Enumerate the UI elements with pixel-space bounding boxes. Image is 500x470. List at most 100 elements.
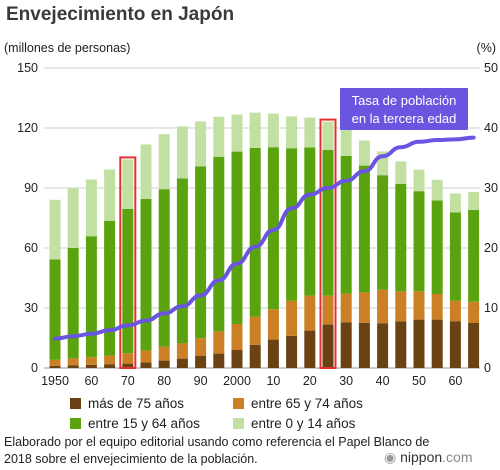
bar-segment-1 (286, 300, 298, 336)
bar-segment-3 (249, 112, 261, 148)
legend-item-0-14: entre 0 y 14 años (233, 416, 355, 431)
legend-item-65-74: entre 65 y 74 años (233, 396, 363, 411)
bar-segment-1 (85, 357, 97, 365)
bar-segment-1 (395, 291, 407, 322)
logo-mark-icon: ◉ (384, 449, 397, 465)
bar-segment-2 (413, 191, 425, 292)
bar-segment-3 (213, 116, 225, 157)
bar-segment-1 (449, 300, 461, 322)
legend-swatch-65-74 (233, 398, 244, 409)
bar-segment-0 (267, 339, 279, 368)
legend-label-0-14: entre 0 y 14 años (251, 416, 356, 431)
bar-segment-2 (304, 147, 316, 296)
bar-segment-2 (104, 220, 116, 356)
left-tick-label: 0 (31, 361, 38, 375)
bar-segment-1 (195, 338, 207, 356)
bar-segment-2 (340, 156, 352, 294)
bar-segment-3 (176, 126, 188, 179)
bar-segment-2 (176, 178, 188, 344)
bar-segment-2 (431, 200, 443, 294)
bar-segment-3 (158, 134, 170, 190)
x-tick-label: 2000 (223, 374, 251, 388)
bar-segment-3 (49, 199, 61, 260)
x-tick-label: 70 (121, 374, 135, 388)
bar-segment-0 (122, 363, 134, 368)
bar-segment-0 (449, 321, 461, 368)
bar-segment-3 (85, 179, 97, 237)
bar-segment-0 (358, 322, 370, 368)
bar-segment-0 (195, 356, 207, 368)
bar-segment-2 (286, 148, 298, 301)
bar-segment-1 (322, 295, 334, 325)
bar-segment-1 (431, 294, 443, 320)
bar-segment-1 (413, 291, 425, 320)
bar-segment-3 (231, 114, 243, 152)
bar-segment-1 (49, 359, 61, 366)
brand-name: nippon (400, 449, 443, 465)
right-tick-label: 40 (484, 121, 498, 135)
x-tick-label: 30 (339, 374, 353, 388)
bar-segment-2 (249, 147, 261, 317)
chart-title: Envejecimiento en Japón (6, 4, 235, 25)
x-tick-label: 80 (157, 374, 171, 388)
bar-segment-1 (140, 350, 152, 363)
bar-segment-3 (431, 179, 443, 201)
legend-swatch-0-14 (233, 418, 244, 429)
bar-segment-3 (195, 121, 207, 167)
legend-label-65-74: entre 65 y 74 años (251, 396, 363, 411)
bar-segment-1 (104, 355, 116, 365)
bar-segment-2 (449, 212, 461, 301)
left-axis-label: (millones de personas) (4, 41, 130, 55)
left-tick-label: 30 (24, 301, 38, 315)
x-tick-label: 90 (194, 374, 208, 388)
bar-segment-2 (231, 151, 243, 324)
right-tick-label: 10 (484, 301, 498, 315)
bar-segment-0 (249, 344, 261, 368)
left-tick-label: 120 (17, 121, 38, 135)
bar-segment-3 (122, 159, 134, 209)
x-tick-label: 60 (84, 374, 98, 388)
bar-segment-0 (304, 330, 316, 368)
bar-segment-0 (431, 319, 443, 368)
bar-segment-3 (67, 188, 79, 248)
x-tick-label: 20 (303, 374, 317, 388)
bar-segment-3 (413, 169, 425, 192)
bar-segment-3 (358, 140, 370, 166)
left-tick-label: 60 (24, 241, 38, 255)
x-tick-label: 10 (266, 374, 280, 388)
bar-segment-2 (377, 175, 389, 290)
right-tick-label: 30 (484, 181, 498, 195)
bar-segment-2 (213, 156, 225, 332)
bar-segment-1 (468, 301, 480, 323)
bar-segment-0 (322, 324, 334, 368)
bar-segment-1 (304, 295, 316, 331)
bar-segment-1 (67, 358, 79, 366)
highlight-box (119, 156, 137, 369)
bar-segment-2 (85, 236, 97, 358)
legend-label-75-plus: más de 75 años (88, 396, 185, 411)
bar-segment-2 (195, 166, 207, 339)
bar-segment-0 (413, 319, 425, 368)
bar-segment-0 (377, 323, 389, 368)
bar-segment-0 (104, 364, 116, 368)
legend-swatch-15-64 (70, 418, 81, 429)
bar-segment-1 (249, 316, 261, 345)
nippon-logo[interactable]: ◉ nippon.com (384, 449, 473, 466)
annotation-text-line-2: en la tercera edad (352, 111, 457, 126)
bar-segment-3 (340, 129, 352, 156)
bar-segment-0 (286, 335, 298, 368)
bar-segment-2 (158, 189, 170, 347)
bar-segment-3 (468, 192, 480, 210)
bar-segment-2 (468, 209, 480, 302)
bar-segment-2 (49, 259, 61, 360)
bar-segment-2 (322, 149, 334, 296)
bar-segment-2 (140, 198, 152, 351)
bar-segment-3 (267, 113, 279, 148)
x-tick-label: 60 (448, 374, 462, 388)
bar-segment-0 (85, 364, 97, 368)
bar-segment-0 (468, 323, 480, 368)
bar-segment-0 (176, 358, 188, 368)
annotation-box (340, 88, 468, 130)
bar-segment-1 (340, 293, 352, 323)
bar-segment-0 (395, 321, 407, 368)
